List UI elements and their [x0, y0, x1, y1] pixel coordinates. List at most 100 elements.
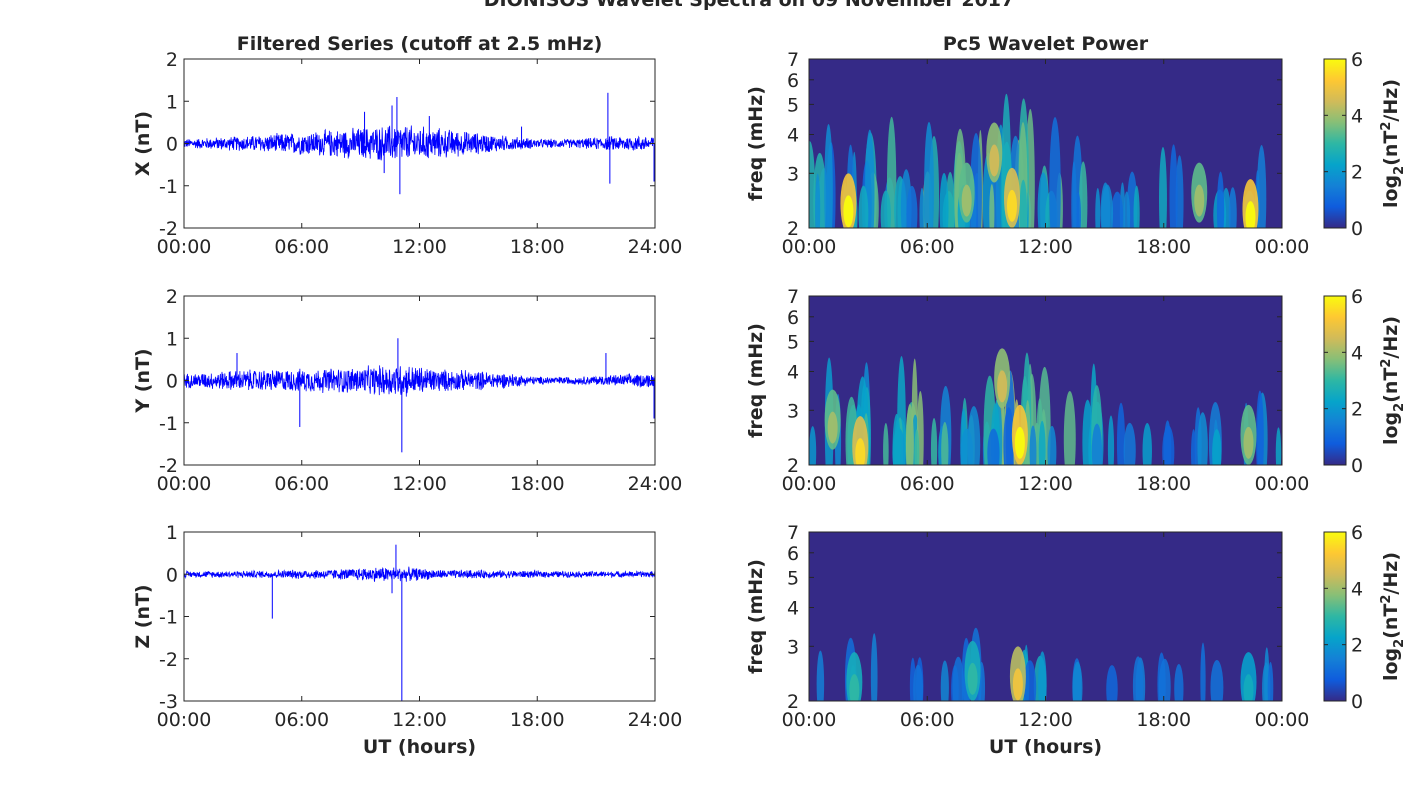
power-streak — [1210, 660, 1224, 701]
power-streak — [892, 413, 901, 465]
power-streak — [905, 403, 914, 465]
x-axis-label: UT (hours) — [989, 736, 1102, 758]
power-streak — [858, 185, 869, 228]
power-streak — [1091, 423, 1103, 465]
power-streak — [1256, 145, 1267, 228]
power-streak — [1100, 182, 1111, 228]
power-streak — [1132, 656, 1144, 701]
x-tick-label: 18:00 — [1136, 473, 1191, 495]
power-streak — [1082, 399, 1093, 465]
power-blobs — [809, 348, 1282, 465]
colorbar-gradient — [1323, 531, 1347, 702]
y-tick-label: 1 — [166, 91, 178, 113]
power-streak — [1072, 661, 1083, 701]
x-tick-label: 06:00 — [274, 709, 329, 731]
power-hotspot-core — [961, 184, 972, 217]
power-streak — [1267, 661, 1274, 701]
power-streak — [1142, 422, 1152, 465]
x-tick-label: 18:00 — [510, 236, 565, 258]
power-streak — [1038, 651, 1047, 701]
y-tick-label: 7 — [787, 286, 799, 308]
power-streak — [1212, 429, 1222, 465]
y-axis-label: freq (mHz) — [745, 323, 767, 438]
power-hotspot-core — [967, 662, 978, 695]
x-tick-label: 12:00 — [392, 473, 447, 495]
power-streak — [1159, 147, 1167, 228]
power-streak — [930, 417, 938, 465]
y-tick-label: 2 — [787, 455, 799, 477]
power-streak — [1019, 179, 1028, 228]
power-streak — [1003, 407, 1015, 465]
panel-title: Pc5 Wavelet Power — [943, 33, 1149, 55]
x-tick-label: 24:00 — [628, 236, 683, 258]
power-streak — [941, 422, 949, 465]
power-streak — [1107, 415, 1115, 465]
power-streak — [1169, 144, 1178, 228]
y-tick-label: 1 — [166, 522, 178, 544]
colorbar: 0 2 4 6 log2(nT2/Hz) — [1323, 49, 1407, 240]
power-streak — [1071, 161, 1077, 228]
power-streak — [1216, 171, 1225, 228]
colorbar-tick-label: 4 — [1351, 105, 1363, 127]
power-streak — [1162, 425, 1175, 465]
power-streak — [1023, 660, 1037, 701]
y-tick-label: 0 — [166, 371, 178, 393]
y-axis-label: freq (mHz) — [745, 559, 767, 674]
y-tick-label: 2 — [787, 691, 799, 713]
y-tick-label: 4 — [787, 597, 799, 619]
colorbar-tick-label: 0 — [1351, 455, 1363, 477]
power-streak — [816, 650, 825, 701]
x-tick-label: 12:00 — [1018, 236, 1073, 258]
power-blobs — [809, 93, 1267, 228]
power-streak — [919, 187, 925, 228]
x-tick-label: 18:00 — [510, 709, 565, 731]
power-streak — [1111, 191, 1124, 228]
y-axis-label: X (nT) — [132, 111, 154, 176]
x-tick-label: 06:00 — [274, 473, 329, 495]
x-tick-label: 00:00 — [157, 709, 212, 731]
panel-title: Filtered Series (cutoff at 2.5 mHz) — [237, 33, 603, 55]
x-tick-label: 06:00 — [274, 236, 329, 258]
power-hotspot-core — [1194, 184, 1205, 217]
y-tick-label: 1 — [166, 328, 178, 350]
y-tick-label: -2 — [159, 218, 178, 240]
power-hotspot-core — [1245, 201, 1256, 228]
x-tick-label: 00:00 — [157, 473, 212, 495]
power-streak — [952, 656, 965, 701]
colorbar-tick-label: 4 — [1351, 578, 1363, 600]
colorbar-label: log2(nT2/Hz) — [1379, 552, 1407, 681]
y-tick-label: 5 — [787, 94, 799, 116]
power-streak — [1038, 420, 1046, 465]
power-hotspot-core — [1006, 189, 1017, 222]
power-streak — [824, 124, 833, 228]
power-streak — [883, 422, 889, 465]
y-tick-label: -2 — [159, 455, 178, 477]
colorbar-tick-label: 6 — [1351, 286, 1363, 308]
x-tick-label: 00:00 — [782, 709, 837, 731]
y-tick-label: 0 — [166, 134, 178, 156]
power-streak — [940, 660, 949, 701]
y-tick-label: 3 — [787, 636, 799, 658]
y-tick-label: -3 — [159, 691, 178, 713]
x-tick-label: 00:00 — [1255, 473, 1310, 495]
x-tick-label: 18:00 — [510, 473, 565, 495]
x-tick-label: 24:00 — [628, 709, 683, 731]
power-streak — [1123, 191, 1131, 228]
colorbar-tick-label: 6 — [1351, 49, 1363, 71]
power-streak — [1158, 658, 1171, 701]
colorbar-tick-label: 0 — [1351, 218, 1363, 240]
x-tick-label: 06:00 — [900, 709, 955, 731]
power-streak — [815, 173, 821, 228]
panel-filtered-y: -2 -1 0 1 2 00:00 06:00 12:00 18:00 24:00 Y (nT) — [132, 286, 682, 495]
x-tick-label: 18:00 — [1136, 236, 1191, 258]
power-streak — [1228, 187, 1237, 228]
power-streak — [1049, 117, 1061, 228]
colorbar-label: log2(nT2/Hz) — [1379, 79, 1407, 208]
x-tick-label: 00:00 — [782, 236, 837, 258]
power-streak — [809, 426, 817, 465]
x-tick-label: 06:00 — [900, 473, 955, 495]
colorbar: 0 2 4 6 log2(nT2/Hz) — [1323, 286, 1407, 477]
